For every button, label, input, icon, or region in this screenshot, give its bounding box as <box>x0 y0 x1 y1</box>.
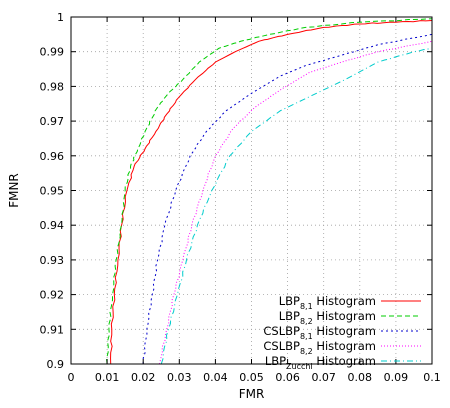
y-tick-label: 0.94 <box>40 219 65 232</box>
series-line-4 <box>158 40 433 365</box>
y-tick-label: 0.99 <box>40 46 65 59</box>
legend-label-subscript: 8,2 <box>300 347 313 356</box>
legend-label-base: LBP <box>265 354 286 368</box>
legend-label-rest: Histogram <box>313 324 376 338</box>
y-tick-label: 0.93 <box>40 254 65 267</box>
y-tick-label: 0.97 <box>40 115 65 128</box>
legend-label: CSLBP8,2 Histogram <box>263 339 376 356</box>
series-line-1 <box>110 19 433 365</box>
legend-label-rest: Histogram <box>313 339 376 353</box>
legend-label: LBP8,2 Histogram <box>279 309 376 326</box>
series-lines <box>106 18 433 365</box>
legend-label-rest: Histogram <box>313 354 376 368</box>
legend-label-rest: Histogram <box>313 294 376 308</box>
y-tick-label: 0.96 <box>40 150 65 163</box>
legend-label-base: LBP <box>279 294 300 308</box>
legend-label: LBP8,1 Histogram <box>279 294 376 311</box>
y-tick-label: 0.92 <box>40 289 65 302</box>
series-line-3 <box>142 33 433 365</box>
x-tick-label: 0.06 <box>275 371 300 384</box>
x-tick-label: 0.02 <box>131 371 156 384</box>
legend-label-subscript: 8,1 <box>300 302 313 311</box>
y-tick-label: 0.9 <box>47 358 65 371</box>
grid-lines <box>71 17 432 364</box>
axis-ticks: 0 0.01 0.02 0.03 0.04 0.05 0.06 0.07 0.08 0.09 0.1… <box>40 11 441 384</box>
x-tick-label: 0.1 <box>423 371 441 384</box>
series-line-2 <box>106 18 433 365</box>
legend-label-subscript: Zucchi <box>286 362 313 371</box>
x-tick-label: 0.04 <box>203 371 228 384</box>
x-tick-label: 0.08 <box>348 371 373 384</box>
series-line-5 <box>160 47 433 365</box>
legend-label-rest: Histogram <box>313 309 376 323</box>
y-tick-label: 0.95 <box>40 185 65 198</box>
x-tick-label: 0.07 <box>311 371 336 384</box>
x-tick-label: 0.09 <box>384 371 409 384</box>
y-tick-label: 1 <box>57 11 64 24</box>
legend-label-base: CSLBP <box>263 324 300 338</box>
y-tick-label: 0.91 <box>40 323 65 336</box>
x-tick-label: 0.05 <box>239 371 264 384</box>
legend-label-subscript: 8,1 <box>300 332 313 341</box>
legend-label-subscript: 8,2 <box>300 317 313 326</box>
y-tick-label: 0.98 <box>40 80 65 93</box>
x-tick-label: 0.01 <box>95 371 120 384</box>
legend-label-base: LBP <box>279 309 300 323</box>
legend-label-base: CSLBP <box>263 339 300 353</box>
x-tick-label: 0 <box>68 371 75 384</box>
legend-label: CSLBP8,1 Histogram <box>263 324 376 341</box>
x-tick-label: 0.03 <box>167 371 192 384</box>
x-axis-label: FMR <box>239 387 265 401</box>
legend-label: LBPZucchi Histogram <box>265 354 376 371</box>
y-axis-label: FMNR <box>7 173 21 208</box>
